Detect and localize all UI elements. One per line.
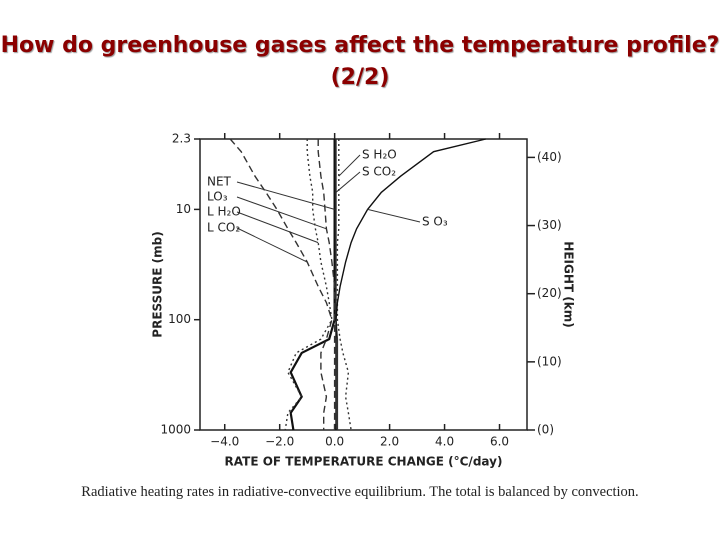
- x-tick-label: −2.0: [265, 435, 294, 449]
- y2-tick-label: (30): [537, 218, 562, 232]
- series-label: S H₂O: [362, 148, 397, 162]
- y2-axis-label: HEIGHT (km): [562, 241, 576, 327]
- profile-line: [284, 139, 333, 431]
- y2-tick-label: (40): [537, 150, 562, 164]
- y-axis-label: PRESSURE (mb): [151, 231, 165, 337]
- y2-tick-label: (0): [537, 423, 554, 437]
- leader-line: [367, 208, 421, 223]
- leader-line: [236, 211, 319, 244]
- x-axis-label: RATE OF TEMPERATURE CHANGE (°C/day): [225, 455, 503, 469]
- profile-line: [317, 139, 336, 430]
- series-label: L CO₂: [207, 221, 240, 235]
- series-label: S CO₂: [362, 165, 396, 179]
- leader-line: [338, 154, 361, 177]
- x-tick-label: 4.0: [435, 435, 454, 449]
- y2-tick-label: (20): [537, 286, 562, 300]
- slide-title: How do greenhouse gases affect the tempe…: [0, 33, 720, 90]
- profile-line: [335, 139, 339, 430]
- profile-line: [289, 139, 336, 431]
- y-tick-label: 2.3: [172, 132, 191, 146]
- caption: Radiative heating rates in radiative-con…: [81, 484, 639, 500]
- leader-line: [335, 171, 361, 193]
- x-tick-label: 0.0: [325, 435, 344, 449]
- y2-tick-label: (10): [537, 354, 562, 368]
- x-tick-label: 2.0: [380, 435, 399, 449]
- plot-frame: [199, 138, 528, 431]
- series-label: S O₃: [422, 215, 448, 229]
- x-tick-label: 6.0: [490, 435, 509, 449]
- leader-line: [236, 227, 308, 263]
- y-tick-label: 1000: [160, 423, 191, 437]
- y-tick-label: 100: [168, 312, 191, 326]
- profile-line: [335, 138, 486, 430]
- leader-line: [236, 181, 335, 210]
- series-label: NET: [207, 175, 232, 189]
- series-label: LO₃: [207, 190, 228, 204]
- y-tick-label: 10: [176, 202, 191, 216]
- profile-line: [336, 139, 352, 431]
- series-label: L H₂O: [207, 205, 241, 219]
- x-tick-label: −4.0: [210, 435, 239, 449]
- leader-line: [236, 196, 327, 230]
- profile-line: [229, 138, 333, 430]
